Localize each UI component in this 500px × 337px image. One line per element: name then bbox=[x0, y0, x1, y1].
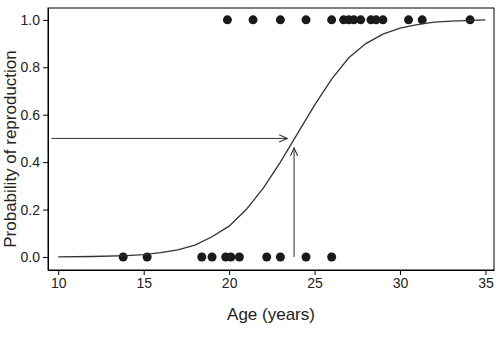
arrow bbox=[294, 148, 295, 257]
x-tick: 20 bbox=[222, 270, 238, 291]
y-axis: 0.0 0.2 0.4 0.6 0.8 1.0 bbox=[21, 9, 49, 271]
data-point bbox=[226, 252, 235, 261]
y-tick-mark bbox=[43, 257, 48, 258]
y-tick-mark bbox=[43, 115, 48, 116]
data-point bbox=[378, 15, 387, 24]
y-axis-title: Probability of reproduction bbox=[1, 50, 20, 248]
x-tick: 10 bbox=[51, 270, 67, 291]
x-tick: 25 bbox=[307, 270, 323, 291]
data-point bbox=[276, 15, 285, 24]
y-tick-mark bbox=[43, 20, 48, 21]
y-tick-label: 1.0 bbox=[21, 12, 41, 28]
x-tick-label: 20 bbox=[222, 275, 238, 291]
data-point bbox=[249, 15, 258, 24]
data-point bbox=[404, 15, 413, 24]
data-point bbox=[276, 252, 285, 261]
y-tick: 0.6 bbox=[21, 107, 48, 123]
data-point bbox=[302, 252, 311, 261]
plot-frame bbox=[48, 8, 494, 270]
data-point bbox=[223, 15, 232, 24]
y-tick-label: 0.6 bbox=[21, 107, 41, 123]
data-point bbox=[208, 252, 217, 261]
data-point bbox=[262, 252, 271, 261]
x-axis-line bbox=[49, 270, 495, 271]
arrow bbox=[51, 138, 287, 139]
x-tick: 30 bbox=[393, 270, 409, 291]
x-tick: 15 bbox=[136, 270, 152, 291]
y-tick-label: 0.0 bbox=[21, 249, 41, 265]
data-point bbox=[356, 15, 365, 24]
plot: 10 15 20 25 30 35 0.0 0.2 0.4 0.6 0.8 1.0 bbox=[21, 8, 495, 291]
y-tick: 0.0 bbox=[21, 249, 48, 265]
y-tick: 0.8 bbox=[21, 59, 48, 75]
x-tick: 35 bbox=[478, 270, 494, 291]
data-point bbox=[235, 252, 244, 261]
data-point bbox=[197, 252, 206, 261]
chart: 10 15 20 25 30 35 0.0 0.2 0.4 0.6 0.8 1.0 Age (years… bbox=[0, 0, 500, 337]
y-axis-line bbox=[48, 9, 49, 271]
x-tick-label: 25 bbox=[307, 275, 323, 291]
data-point bbox=[302, 15, 311, 24]
y-tick-label: 0.2 bbox=[21, 202, 41, 218]
y-tick: 0.4 bbox=[21, 154, 48, 170]
y-tick-mark bbox=[43, 162, 48, 163]
y-tick: 0.2 bbox=[21, 202, 48, 218]
y-tick-mark bbox=[43, 67, 48, 68]
y-tick: 1.0 bbox=[21, 12, 48, 28]
y-tick-label: 0.8 bbox=[21, 59, 41, 75]
x-axis-title: Age (years) bbox=[227, 305, 315, 324]
x-tick-label: 30 bbox=[393, 275, 409, 291]
data-point bbox=[327, 15, 336, 24]
data-point bbox=[327, 252, 336, 261]
x-tick-label: 10 bbox=[51, 275, 67, 291]
x-tick-label: 15 bbox=[136, 275, 152, 291]
x-tick-label: 35 bbox=[478, 275, 494, 291]
y-tick-label: 0.4 bbox=[21, 154, 41, 170]
data-point bbox=[119, 252, 128, 261]
x-axis: 10 15 20 25 30 35 bbox=[49, 270, 495, 291]
y-tick-mark bbox=[43, 210, 48, 211]
